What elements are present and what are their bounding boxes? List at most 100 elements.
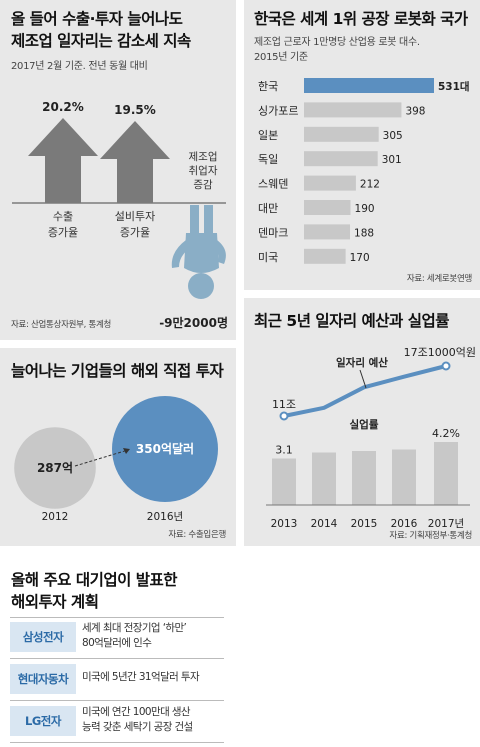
value-label: 287억	[37, 461, 73, 475]
plan-line: 미국에 연간 100만대 생산	[82, 706, 191, 718]
bar	[304, 78, 434, 93]
tick-label: 2013	[271, 518, 298, 530]
value-label: 301	[382, 154, 402, 166]
category-label: 대만	[258, 202, 278, 215]
plan-row: 현대자동차 미국에 5년간 31억달러 투자	[10, 662, 224, 698]
category-label: 취업자	[189, 164, 218, 177]
data-label: 11조	[272, 398, 296, 411]
divider	[10, 617, 224, 618]
bar	[304, 102, 402, 118]
person-arm	[213, 240, 226, 264]
person-leg	[190, 205, 199, 233]
person-leg	[204, 205, 213, 233]
panel-title: 한국은 세계 1위 공장 로봇화 국가	[254, 10, 468, 28]
series-label: 일자리 예산	[336, 356, 388, 369]
source-note: 자료: 기획재정부·통계청	[389, 531, 472, 541]
manufacturing-jobs-panel: 올 들어 수출·투자 늘어나도 제조업 일자리는 감소세 지속 2017년 2월…	[0, 0, 236, 340]
value-label: 188	[354, 227, 374, 239]
line-point	[279, 411, 289, 421]
panel-title: 최근 5년 일자리 예산과 실업률	[254, 312, 450, 330]
divider	[10, 700, 224, 701]
bar	[304, 224, 351, 240]
value-label: 531대	[438, 80, 470, 93]
source-note: 자료: 세계로봇연맹	[406, 274, 472, 284]
panel-title: 늘어나는 기업들의 해외 직접 투자	[11, 362, 224, 380]
tick-label: 2014	[311, 518, 338, 530]
bar	[304, 126, 379, 142]
plan-description: 미국에 5년간 31억달러 투자	[82, 670, 226, 685]
series-label: 실업률	[350, 418, 379, 431]
value-label: 212	[360, 179, 380, 191]
tick-label: 2015	[351, 518, 378, 530]
plan-row: LG전자 미국에 연간 100만대 생산 능력 갖춘 세탁기 공장 건설	[10, 704, 224, 740]
category-label: 제조업	[189, 150, 218, 163]
category-label: 덴마크	[258, 226, 288, 239]
category-label: 미국	[258, 251, 278, 264]
category-label: 증가율	[120, 226, 150, 239]
connector-arrowhead	[123, 448, 130, 454]
divider	[10, 658, 224, 659]
person-arm	[171, 240, 190, 268]
bar	[434, 442, 458, 505]
bubble	[112, 396, 218, 502]
panel-title-line-1: 올해 주요 대기업이 발표한	[11, 571, 178, 589]
category-label: 수출	[53, 210, 73, 223]
investment-chart: 287억 350억달러 2012 2016년	[14, 396, 218, 523]
investment-plans-panel: 올해 주요 대기업이 발표한 해외투자 계획 삼성전자 세계 최대 전장기업 ‘…	[0, 554, 236, 747]
value-label: 305	[383, 130, 403, 142]
panel-subtitle-line-1: 제조업 근로자 1만명당 산업용 로봇 대수.	[254, 37, 420, 48]
source-note: 자료: 산업통상자원부, 통계청	[11, 320, 112, 330]
bar	[352, 451, 376, 505]
bar	[304, 200, 351, 215]
plan-line: 미국에 5년간 31억달러 투자	[82, 671, 200, 683]
bar	[304, 248, 346, 264]
category-label: 증감	[193, 179, 213, 191]
category-label: 증가율	[48, 226, 78, 239]
value-label: 398	[405, 105, 425, 117]
panel-subtitle: 2017년 2월 기준. 전년 동월 대비	[11, 61, 148, 72]
plan-description: 미국에 연간 100만대 생산 능력 갖춘 세탁기 공장 건설	[82, 705, 226, 735]
panel-title-line-2: 해외투자 계획	[11, 593, 99, 611]
company-badge: 현대자동차	[10, 664, 76, 694]
category-label: 2012	[42, 511, 69, 523]
bar	[304, 151, 378, 167]
leader-line	[359, 369, 367, 389]
category-label: 스웨덴	[258, 178, 288, 191]
robot-density-panel: 한국은 세계 1위 공장 로봇화 국가 제조업 근로자 1만명당 산업용 로봇 …	[244, 0, 480, 290]
tick-label: 2017년	[428, 518, 464, 530]
budget-chart: 2013 2014 2015 2016 2017년 3.1 4.2% 실업률 11조 17조100…	[266, 346, 476, 530]
category-label: 2016년	[147, 511, 183, 523]
value-label: 350억달러	[136, 441, 194, 456]
bar	[272, 458, 296, 505]
value-label: 170	[350, 252, 370, 264]
panel-title-line-1: 올 들어 수출·투자 늘어나도	[11, 10, 183, 28]
category-label: 설비투자	[115, 210, 155, 223]
plan-row: 삼성전자 세계 최대 전장기업 ‘하만’ 80억달러에 인수	[10, 620, 224, 656]
line-point	[441, 361, 451, 371]
category-label: 일본	[258, 128, 278, 142]
category-label: 독일	[258, 152, 278, 166]
divider	[10, 742, 224, 743]
panel-subtitle-line-2: 2015년 기준	[254, 52, 308, 63]
plan-line: 능력 갖춘 세탁기 공장 건설	[82, 721, 193, 733]
value-label: 20.2%	[42, 100, 84, 114]
line-series	[283, 364, 447, 418]
overseas-investment-panel: 늘어나는 기업들의 해외 직접 투자 287억 350억달러 2012 2016년 자…	[0, 348, 236, 546]
value-label: -9만2000명	[159, 315, 228, 330]
plan-description: 세계 최대 전장기업 ‘하만’ 80억달러에 인수	[82, 621, 226, 651]
plan-line: 80억달러에 인수	[82, 637, 152, 649]
value-label: 19.5%	[114, 103, 156, 117]
data-label: 17조1000억원	[404, 346, 476, 359]
person-torso	[184, 233, 219, 273]
bar	[312, 452, 336, 505]
data-label: 3.1	[275, 444, 293, 457]
source-note: 자료: 수출입은행	[168, 530, 226, 540]
tick-label: 2016	[391, 518, 418, 530]
up-arrow-bar	[100, 120, 170, 203]
connector-line	[74, 449, 129, 467]
value-label: 190	[355, 203, 375, 215]
panel-title-line-2: 제조업 일자리는 감소세 지속	[11, 32, 191, 50]
person-head	[188, 273, 214, 299]
